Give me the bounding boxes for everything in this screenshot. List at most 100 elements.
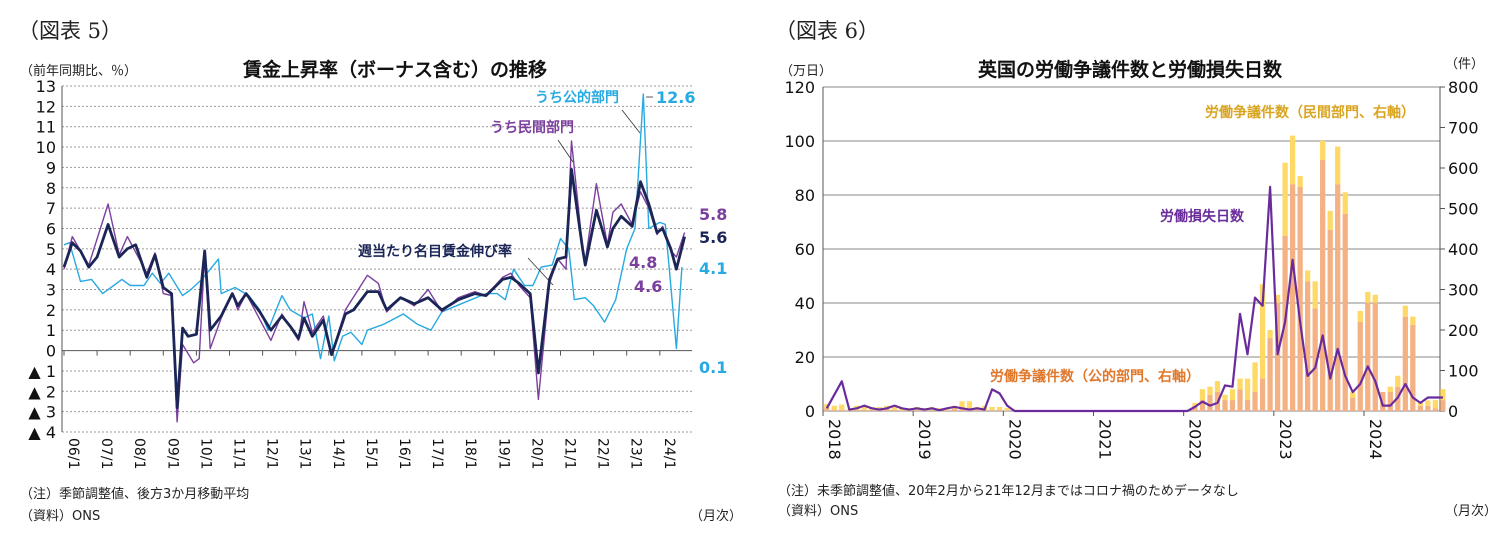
bar-private — [1387, 386, 1393, 392]
x-tick-label: 15/1 — [363, 438, 379, 469]
bar-private — [839, 404, 845, 410]
chart-6-y-axes: 0 20 40 60 80 100 120 0 100 200 300 400 500 600 700 800 — [784, 78, 1478, 421]
bar-private — [966, 401, 973, 409]
label-public-peak: 12.6 — [656, 88, 695, 107]
annotation-private-sector: うち民間部門 — [490, 119, 574, 136]
bar-private — [891, 406, 898, 410]
y-tick-label: 3 — [46, 281, 56, 300]
bar-public — [996, 409, 1003, 411]
annotation-public-sector: うち公的部門 — [535, 89, 619, 106]
bar-public — [951, 408, 958, 411]
bar-public — [1342, 213, 1348, 411]
bar-private — [1207, 386, 1213, 395]
x-tick-label: 2018 — [825, 419, 844, 460]
bar-private — [1410, 316, 1416, 325]
x-tick-label: 06/1 — [65, 438, 81, 469]
bar-public — [1305, 281, 1311, 411]
bar-private — [1312, 281, 1318, 309]
bar-public — [861, 409, 867, 411]
chart-6-annotations: 労働争議件数（民間部門、右軸） 労働損失日数 労働争議件数（公的部門、右軸） — [990, 104, 1415, 385]
chart-6-x-unit: （月次） — [1445, 503, 1497, 519]
right-y-tick-label: 800 — [1448, 78, 1479, 97]
bar-public — [899, 410, 905, 411]
bar-public — [1004, 410, 1010, 411]
bar-public — [1327, 229, 1333, 411]
bar-private — [1335, 146, 1341, 185]
bar-private — [1222, 394, 1228, 401]
x-tick-label: 13/1 — [297, 438, 313, 469]
annotation-private-bars: 労働争議件数（民間部門、右軸） — [1205, 104, 1415, 121]
bar-private — [1282, 162, 1288, 236]
figure-5-label: （図表 5） — [18, 19, 122, 43]
y-tick-label: 1 — [46, 321, 56, 340]
annotation-lost-days: 労働損失日数 — [1160, 208, 1245, 225]
series-line-public — [63, 93, 683, 362]
bar-private — [1402, 305, 1408, 317]
chart-5-note: （注）季節調整値、後方3か月移動平均 — [20, 486, 249, 502]
bar-public — [914, 409, 920, 411]
bar-private — [1192, 402, 1198, 406]
bar-public — [884, 408, 890, 411]
x-tick-label: 16/1 — [396, 438, 412, 469]
chart-6-title: 英国の労働争議件数と労働損失日数 — [978, 58, 1283, 81]
bar-public — [1229, 400, 1236, 411]
series-line-private — [63, 140, 686, 423]
series-line-total — [62, 168, 686, 409]
y-tick-label: 8 — [46, 179, 56, 198]
bar-public — [1222, 400, 1228, 411]
bar-public — [1372, 302, 1378, 411]
bar-private — [831, 405, 837, 410]
bar-private — [1252, 362, 1258, 392]
x-tick-label: 08/1 — [131, 438, 147, 469]
figure-6-label: （図表 6） — [775, 19, 879, 43]
bar-public — [959, 408, 965, 411]
bar-private — [1320, 140, 1326, 160]
label-total-low: 4.6 — [634, 277, 662, 296]
x-tick-label: 2022 — [1186, 419, 1205, 460]
y-tick-label: 7 — [46, 199, 56, 218]
bar-public — [831, 409, 837, 411]
bar-private — [1259, 284, 1266, 379]
left-y-tick-label: 40 — [795, 294, 815, 313]
y-tick-label: ▲ 3 — [28, 403, 56, 422]
chart-5-source: （資料）ONS — [20, 509, 100, 524]
chart-5-plot — [62, 93, 686, 423]
bar-private — [1237, 378, 1243, 390]
x-tick-label: 17/1 — [429, 438, 445, 469]
bar-private — [1267, 330, 1273, 339]
bar-public — [1267, 338, 1273, 411]
bar-public — [1199, 400, 1206, 411]
y-tick-label: ▲ 1 — [28, 362, 56, 381]
bar-public — [1380, 391, 1386, 411]
bar-private — [1305, 270, 1311, 282]
right-y-tick-label: 100 — [1448, 362, 1479, 381]
bar-private — [1440, 389, 1446, 401]
bar-public — [1297, 187, 1303, 411]
bar-public — [1410, 324, 1416, 411]
bar-private — [1327, 210, 1333, 230]
bar-private — [1199, 389, 1206, 401]
right-y-tick-label: 700 — [1448, 119, 1479, 138]
chart-5-annotations: うち公的部門 12.6 うち民間部門 週当たり名目賃金伸び率 5.8 5.6 4… — [358, 88, 727, 377]
left-y-tick-label: 60 — [795, 240, 815, 259]
chart-5-unit: （前年同期比、％） — [20, 63, 137, 79]
bar-private — [861, 406, 867, 410]
chart-6-left-unit: （万日） — [780, 64, 832, 79]
left-y-tick-label: 100 — [784, 132, 815, 151]
line-lost-working-days — [825, 185, 1443, 413]
x-tick-label: 11/1 — [231, 438, 247, 469]
label-public-end: 4.1 — [699, 259, 727, 278]
y-tick-label: 10 — [36, 138, 56, 157]
bar-public — [1335, 184, 1341, 411]
y-tick-label: 4 — [46, 260, 56, 279]
bar-public — [1312, 308, 1318, 411]
bar-public — [989, 409, 995, 411]
bar-public — [1207, 394, 1213, 411]
bar-public — [1320, 159, 1326, 411]
x-tick-label: 22/1 — [595, 438, 611, 469]
bar-public — [1425, 405, 1431, 411]
chart-6-x-axis: 2018 2019 2020 2021 2022 2023 2024 — [825, 419, 1385, 460]
right-y-tick-label: 500 — [1448, 200, 1479, 219]
